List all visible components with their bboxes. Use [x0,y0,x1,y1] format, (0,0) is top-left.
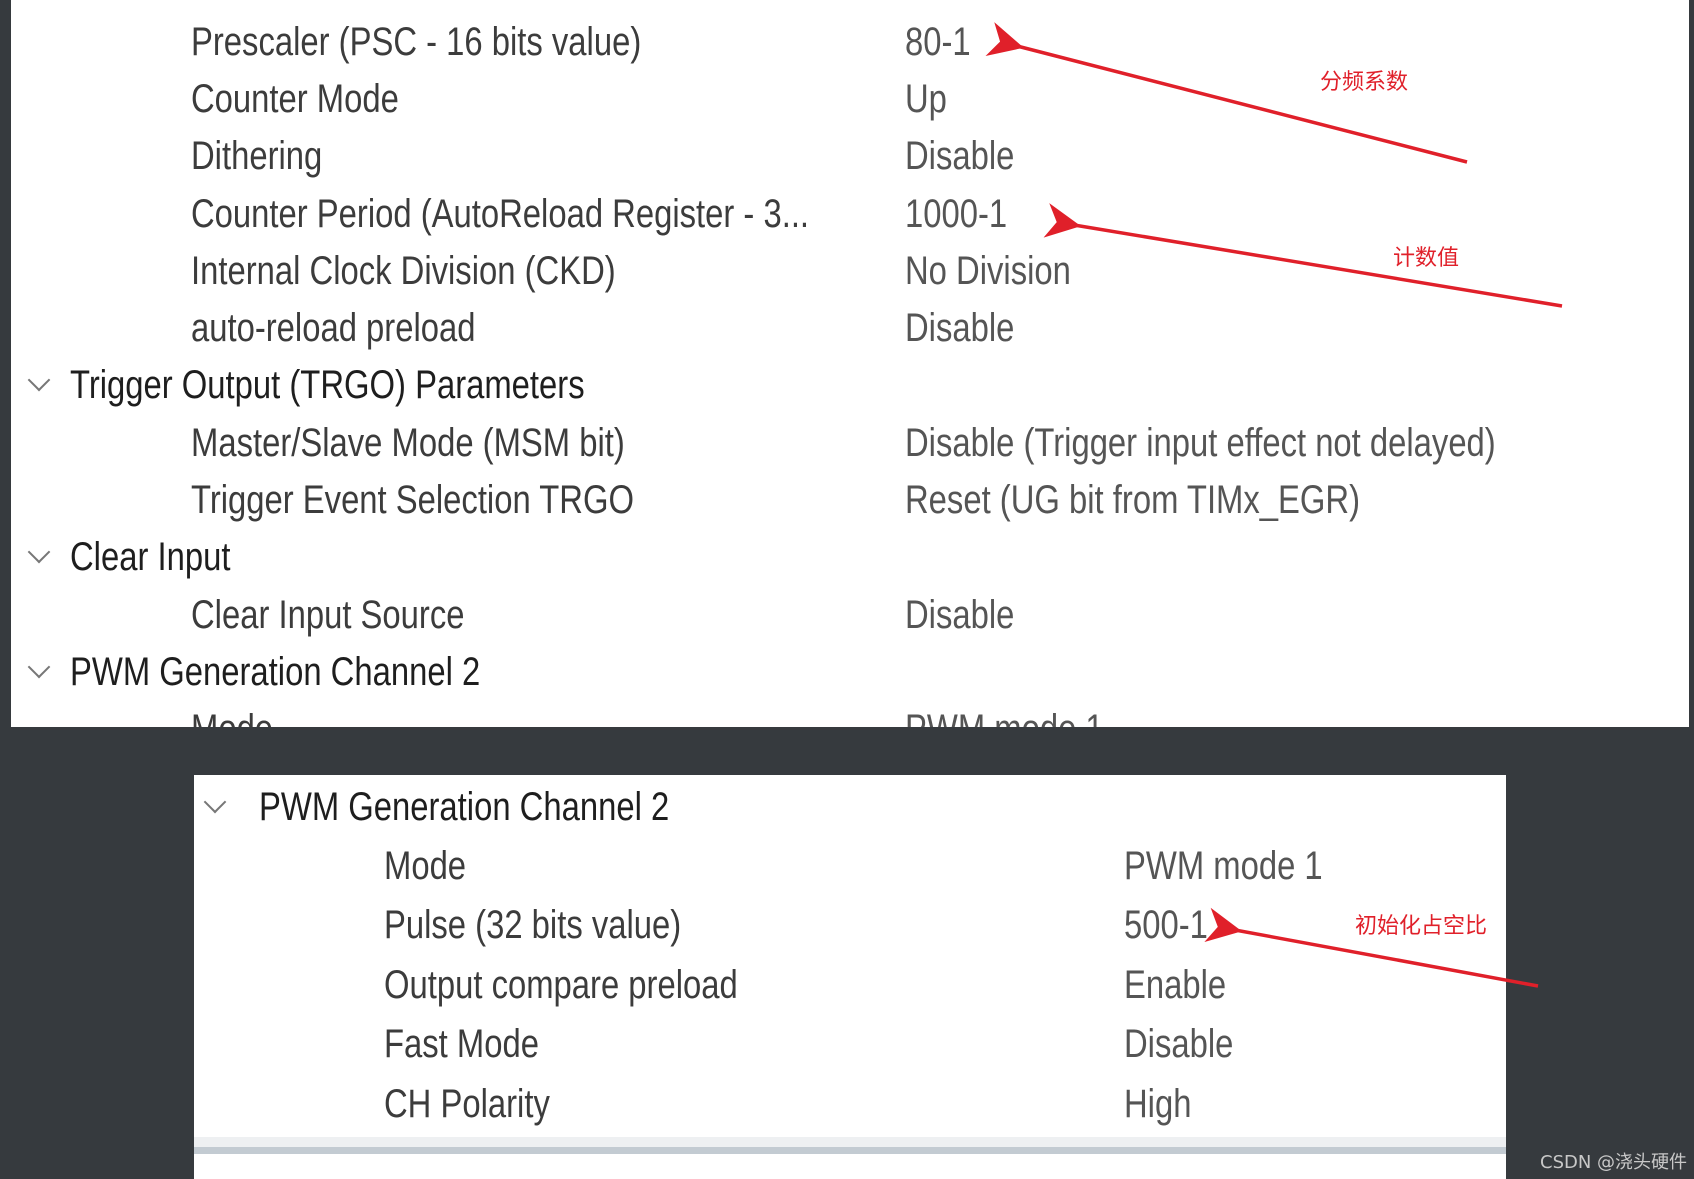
parameter-value[interactable]: Disable [905,134,1015,179]
parameter-row[interactable]: Master/Slave Mode (MSM bit) Disable (Trig… [11,415,1689,472]
parameter-value[interactable]: 80-1 [905,19,971,64]
parameter-row[interactable]: Counter Period (AutoReload Register - 3.… [11,186,1689,243]
parameter-label: Clear Input Source [191,592,465,637]
parameter-value[interactable]: PWM mode 1 [1124,844,1323,889]
parameter-value[interactable]: No Division [905,248,1071,293]
parameter-label: Output compare preload [384,962,738,1007]
watermark: CSDN @浇头硬件 2 [1540,1152,1694,1173]
category-label: PWM Generation Channel 2 [70,649,481,694]
parameter-value[interactable]: Enable [1124,962,1227,1007]
parameter-label: Trigger Event Selection TRGO [191,478,634,523]
category-label: Trigger Output (TRGO) Parameters [70,363,585,408]
parameter-row[interactable]: Pulse (32 bits value) 500-1 [194,897,1506,956]
parameter-label: Dithering [191,134,323,179]
parameter-row[interactable]: Dithering Disable [11,129,1689,186]
parameter-value[interactable]: Disable [905,306,1015,351]
parameter-value[interactable]: PWM mode 1 [905,709,1104,727]
parameter-value[interactable]: High [1124,1081,1192,1126]
parameter-row[interactable]: Counter Mode Up [11,71,1689,128]
annotation-arrow-pulse [1204,907,1539,988]
parameter-settings-panel-top: Prescaler (PSC - 16 bits value) 80-1 Count… [11,0,1689,727]
parameter-label: Master/Slave Mode (MSM bit) [191,420,625,465]
category-row[interactable]: Trigger Output (TRGO) Parameters [11,358,1689,415]
parameter-label: Pulse (32 bits value) [384,903,682,948]
category-row[interactable]: Clear Input [11,530,1689,587]
category-label: PWM Generation Channel 2 [259,784,670,829]
parameter-label: Mode [191,709,273,727]
annotation-arrow-prescaler [985,22,1468,164]
parameter-label: Counter Mode [191,76,399,121]
annotation-pulse: 初始化占空比 [1355,914,1488,939]
parameter-row[interactable]: Output compare preload Enable [194,956,1506,1015]
parameter-label: CH Polarity [384,1081,550,1126]
parameter-row[interactable]: CH Polarity High [194,1075,1506,1134]
parameter-value[interactable]: Disable [1124,1022,1234,1067]
annotation-prescaler: 分频系数 [1320,70,1409,95]
parameter-row[interactable]: Trigger Event Selection TRGO Reset (UG bi… [11,472,1689,529]
parameter-value[interactable]: 500-1 [1124,903,1208,948]
parameter-row[interactable]: Internal Clock Division (CKD) No Division [11,243,1689,300]
parameter-label: Mode [384,844,467,889]
parameter-value[interactable]: 1000-1 [905,191,1008,236]
parameter-row[interactable]: Fast Mode Disable [194,1016,1506,1075]
parameter-row[interactable]: Mode PWM mode 1 [11,702,1689,727]
parameter-label: auto-reload preload [191,306,476,351]
parameter-value[interactable]: Reset (UG bit from TIMx_EGR) [905,478,1361,523]
parameter-row[interactable]: Mode PWM mode 1 [194,837,1506,896]
parameter-value[interactable]: Up [905,76,947,121]
parameter-label: Fast Mode [384,1022,539,1067]
parameter-label: Counter Period (AutoReload Register - 3.… [191,191,810,236]
horizontal-scrollbar-track[interactable] [194,1137,1506,1147]
parameter-row[interactable]: auto-reload preload Disable [11,300,1689,357]
parameter-row[interactable]: Clear Input Source Disable [11,587,1689,644]
parameter-row[interactable]: Prescaler (PSC - 16 bits value) 80-1 [11,14,1689,71]
parameter-value[interactable]: Disable (Trigger input effect not delaye… [905,420,1496,465]
parameter-value[interactable]: Disable [905,592,1015,637]
category-label: Clear Input [70,535,231,580]
category-row[interactable]: PWM Generation Channel 2 [194,778,1506,837]
category-row[interactable]: PWM Generation Channel 2 [11,644,1689,701]
horizontal-scrollbar[interactable] [194,1147,1506,1154]
parameter-label: Prescaler (PSC - 16 bits value) [191,19,642,64]
parameter-label: Internal Clock Division (CKD) [191,248,616,293]
annotation-period: 计数值 [1393,246,1460,271]
annotation-arrow-period [1043,203,1563,308]
parameter-settings-panel-bottom: PWM Generation Channel 2 Mode PWM mode 1 Pu… [194,775,1506,1179]
